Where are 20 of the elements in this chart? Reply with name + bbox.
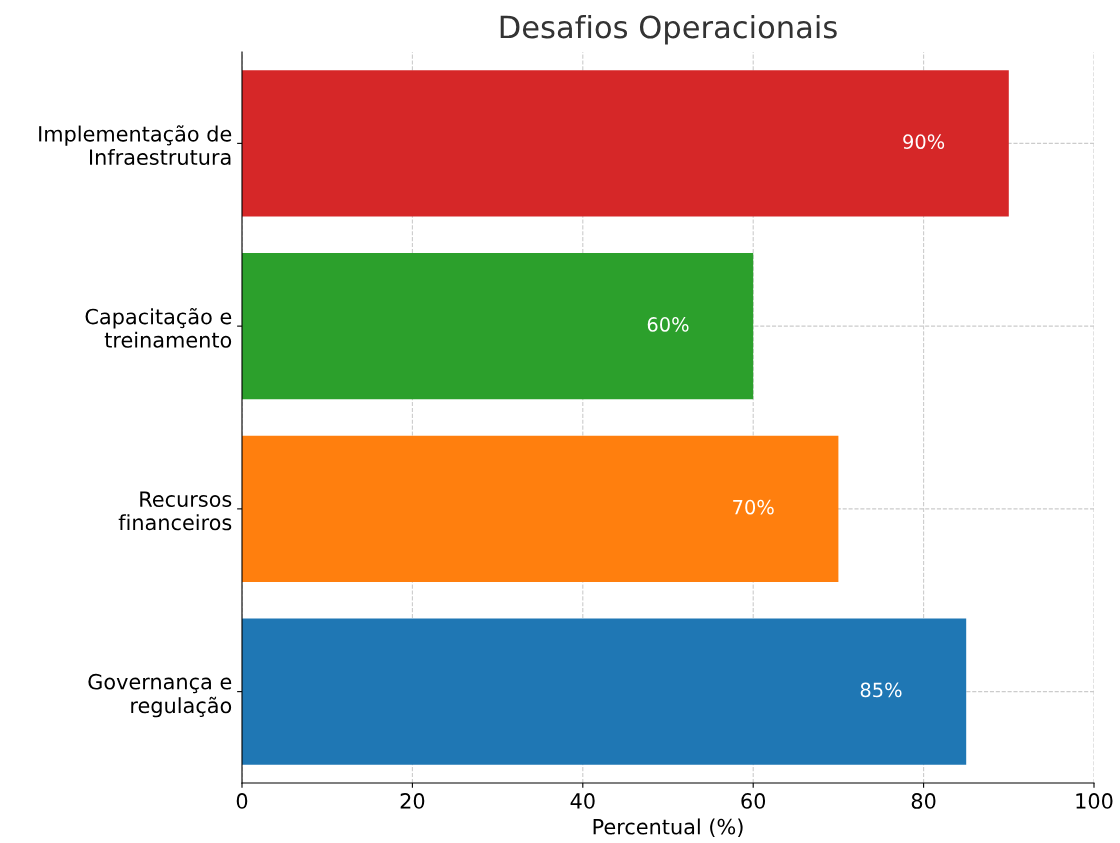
data-label: 85% xyxy=(860,682,902,698)
x-tick-label: 0 xyxy=(236,793,248,809)
y-tick-label: Capacitação e treinamento xyxy=(85,307,232,348)
data-label: 90% xyxy=(903,134,945,150)
y-tick-label: Implementação de Infraestrutura xyxy=(39,125,232,166)
x-tick-label: 60 xyxy=(741,793,766,809)
chart-title: Desafios Operacionais xyxy=(500,14,837,45)
x-tick-label: 80 xyxy=(911,793,936,809)
bar xyxy=(242,435,839,582)
y-tick-label: Governança e regulação xyxy=(88,673,232,718)
y-tick-label: Recursos financeiros xyxy=(118,491,232,531)
x-tick-label: 100 xyxy=(1076,793,1113,809)
bar xyxy=(242,70,1009,217)
data-label: 70% xyxy=(733,499,774,515)
bar xyxy=(242,253,754,400)
x-tick-label: 40 xyxy=(570,793,595,809)
data-label: 60% xyxy=(647,317,689,332)
x-axis-title: Percentual (%) xyxy=(593,818,743,838)
x-tick-label: 20 xyxy=(400,793,425,809)
bar xyxy=(242,618,967,765)
